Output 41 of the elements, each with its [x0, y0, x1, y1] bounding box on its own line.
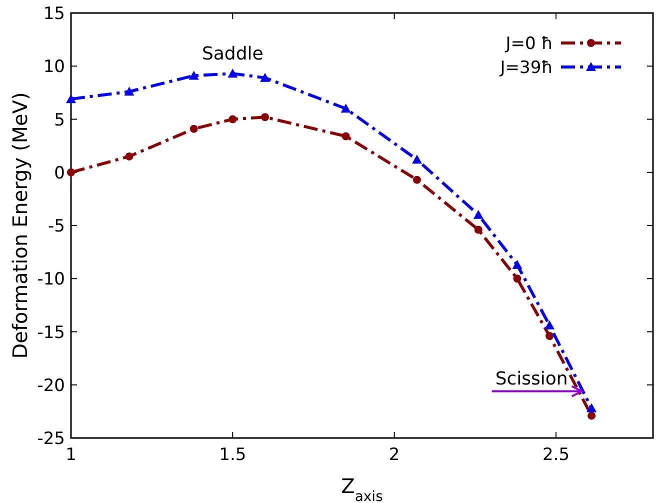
x-tick-label: 1.5: [219, 445, 246, 465]
point: [473, 210, 484, 219]
y-tick-label: -25: [37, 429, 65, 449]
point: [228, 115, 237, 124]
point: [190, 124, 198, 133]
y-tick-label: -5: [48, 216, 65, 236]
x-tick-label: 1: [66, 445, 76, 465]
y-tick-label: 15: [43, 4, 65, 24]
annotation: Saddle: [202, 44, 264, 65]
legend-label: J=39ħ: [499, 58, 553, 78]
point: [340, 104, 351, 113]
point: [67, 168, 75, 176]
annotation: Scission: [495, 368, 568, 390]
point: [588, 412, 596, 420]
y-tick-label: 10: [43, 57, 65, 78]
point: [125, 152, 134, 160]
legend-label: J=0 ħ: [504, 34, 553, 54]
point: [474, 226, 482, 234]
y-axis-title: Deformation Energy (MeV): [8, 92, 32, 359]
x-tick-label: 2: [388, 445, 400, 465]
x-axis-title: Z$_{axis}$: [341, 474, 383, 503]
y-tick-label: -10: [37, 270, 65, 290]
point: [260, 72, 270, 82]
point: [512, 260, 522, 269]
y-tick-label: -20: [37, 376, 65, 396]
point: [261, 113, 269, 122]
point: [544, 320, 555, 330]
point: [546, 332, 554, 340]
point: [188, 70, 199, 80]
point: [228, 68, 238, 78]
point: [586, 403, 597, 412]
y-tick-label: -15: [37, 322, 65, 343]
y-tick-label: 5: [54, 110, 65, 130]
x-tick-label: 2.5: [542, 445, 570, 465]
point: [513, 274, 522, 283]
point: [412, 154, 422, 164]
point: [124, 86, 134, 96]
y-tick-label: 0: [54, 163, 65, 184]
point: [412, 176, 421, 184]
point: [342, 132, 350, 140]
point: [66, 94, 76, 104]
